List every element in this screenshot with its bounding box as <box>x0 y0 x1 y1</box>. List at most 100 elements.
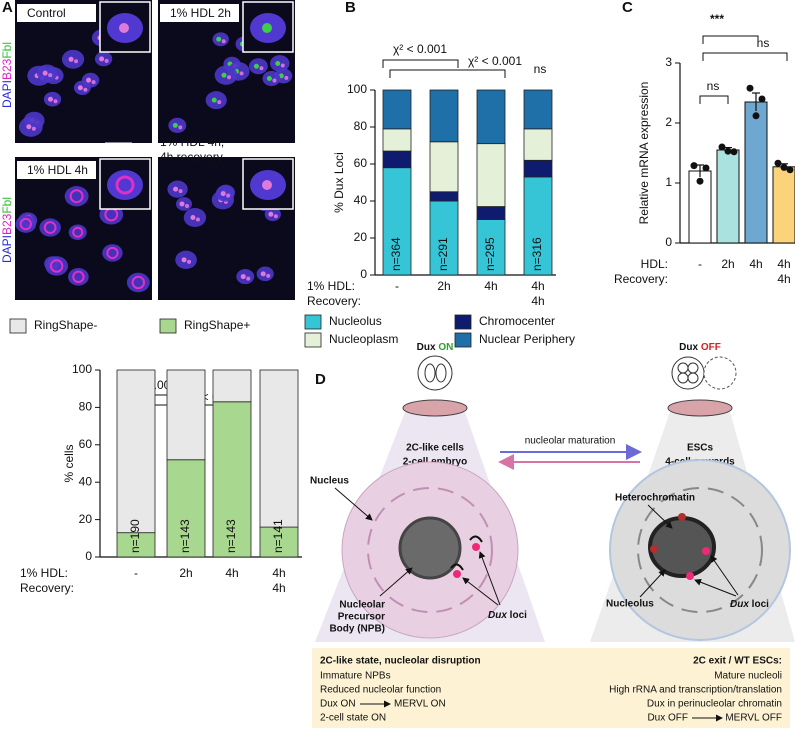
n-label: n=364 <box>389 237 403 271</box>
nucleolus-dot <box>178 125 183 130</box>
n-label: n=143 <box>224 519 238 553</box>
blastomere <box>424 363 436 383</box>
summary-item: Immature NPBs <box>320 671 391 682</box>
summary-item: Dux OFF <box>647 713 688 724</box>
inset-nucleolus <box>119 23 129 33</box>
nucleolus-dot <box>91 80 96 85</box>
bar-segment <box>476 219 506 276</box>
x-tick-label: 4h <box>777 257 790 271</box>
y-tick-label: 20 <box>79 512 93 526</box>
n-label: n=291 <box>436 237 450 271</box>
condition-label: 1% HDL 4h, <box>160 135 224 149</box>
nucleus-cell <box>64 186 89 207</box>
nucleolus-dot <box>48 96 54 102</box>
y-tick-label: 40 <box>79 474 93 488</box>
label-bg <box>17 161 96 179</box>
data-point <box>758 95 766 103</box>
cell-type: ESCs <box>687 443 714 454</box>
blastomere <box>677 372 689 384</box>
nucleolus-dot <box>273 214 278 219</box>
channel: B23 <box>0 213 14 235</box>
nucleolus-dot <box>272 78 277 83</box>
pointer <box>478 551 501 606</box>
bar-segment <box>476 143 506 207</box>
inset-cell <box>107 170 143 200</box>
condition-label: 4h recovery <box>160 150 223 164</box>
annotation: ns <box>757 36 770 50</box>
bar-segment <box>259 526 299 558</box>
bar-segment <box>382 150 412 169</box>
nucleolus-dot <box>83 87 88 92</box>
y-tick-label: 100 <box>347 82 367 96</box>
legend-label: Chromocenter <box>479 314 555 328</box>
bar-segment <box>382 128 412 152</box>
x-tick-label: 4h <box>531 279 544 293</box>
row-label: 1% HDL: <box>20 566 68 580</box>
nucleolus-dot <box>275 60 281 66</box>
bar-segment <box>259 369 299 528</box>
data-point <box>786 166 794 174</box>
bar-segment <box>429 141 459 193</box>
nucleus-label: Nucleus <box>310 476 349 487</box>
inset-nucleolus <box>262 23 272 33</box>
channel: DAPI <box>0 80 14 108</box>
panel-label: A <box>2 0 13 16</box>
nucleolus-dot <box>260 271 266 277</box>
condition-label: 1% HDL 2h <box>170 6 231 20</box>
pointer <box>462 577 499 606</box>
gene: Dux <box>730 599 749 610</box>
ring <box>72 270 85 284</box>
npb <box>398 516 462 580</box>
nucleolus-dot <box>226 193 231 198</box>
row-label: HDL: <box>641 257 668 271</box>
bracket <box>699 95 729 104</box>
nucleus-cell <box>102 244 123 262</box>
legend-swatch <box>454 332 472 348</box>
legend-swatch <box>9 318 27 334</box>
pointer <box>710 555 739 596</box>
channel: Fbl <box>0 42 14 59</box>
nucleolus-dot <box>172 122 178 128</box>
legend-label: Nucleolus <box>329 314 382 328</box>
nucleolus-dot <box>184 203 189 208</box>
ring <box>43 221 57 234</box>
bar <box>716 149 740 244</box>
nucleolus-dot <box>48 73 53 78</box>
dux-locus <box>472 543 480 551</box>
inset-nucleolus <box>262 180 272 190</box>
nucleolus-dot <box>86 77 92 83</box>
annotation: ns <box>534 62 547 76</box>
word: loci <box>507 610 527 621</box>
blastomere <box>435 363 447 383</box>
bar <box>772 166 795 244</box>
nucleolus-dot <box>216 36 222 42</box>
nucleolus-dot <box>26 124 32 130</box>
bar <box>744 101 768 244</box>
channel-label: DAPIB23Fbl <box>0 197 14 263</box>
row-label: Recovery: <box>307 294 361 308</box>
nucleolus-dot <box>179 201 185 207</box>
data-point <box>696 177 704 185</box>
legend-swatch <box>304 332 322 348</box>
panel-label: B <box>345 0 356 16</box>
channel: DAPI <box>0 235 14 263</box>
legend-label: RingShape- <box>34 318 97 332</box>
nucleolus-dot <box>181 257 187 263</box>
x-tick-label: 4h <box>749 257 762 271</box>
nucleus-cell <box>68 224 87 240</box>
status: OFF <box>701 342 721 353</box>
x-tick-label: 4h <box>272 581 285 595</box>
nucleolus-dot <box>211 97 217 103</box>
morula <box>703 356 737 390</box>
row-label: Recovery: <box>614 272 668 286</box>
dux-loci-label: Dux loci <box>730 599 769 610</box>
bar-segment <box>429 89 459 143</box>
n-label: n=141 <box>271 519 285 553</box>
y-tick-label: 80 <box>354 119 368 133</box>
bar-segment <box>523 128 553 161</box>
channel: B23 <box>0 58 14 80</box>
bar-segment <box>382 89 412 130</box>
heterochromatin-dot <box>650 545 658 553</box>
data-point <box>690 162 698 170</box>
summary-title: 2C-like state, nucleolar disruption <box>320 656 481 667</box>
